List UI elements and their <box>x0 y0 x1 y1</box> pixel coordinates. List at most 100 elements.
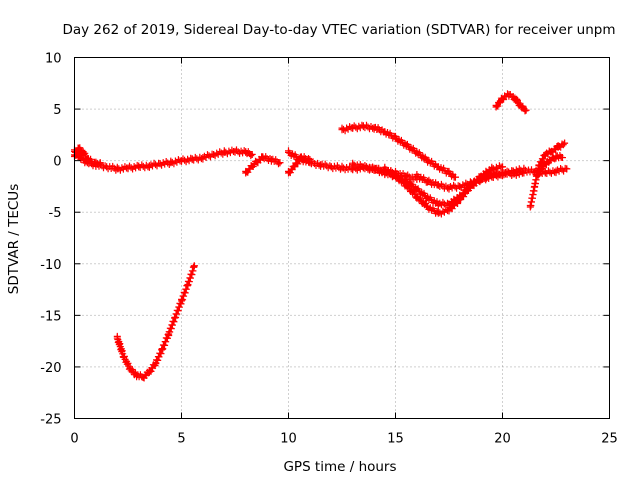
data-point <box>242 169 250 177</box>
series-arc-12 <box>526 139 569 211</box>
data-point <box>552 153 560 161</box>
data-point <box>413 172 421 180</box>
data-point <box>349 124 357 132</box>
data-point <box>231 147 239 155</box>
data-point <box>338 164 346 172</box>
data-point <box>210 150 218 158</box>
data-point <box>531 182 539 190</box>
data-point <box>413 148 421 156</box>
series-layer <box>71 90 571 382</box>
data-point <box>338 126 346 134</box>
data-point <box>285 169 292 177</box>
data-point <box>554 143 562 151</box>
series-arc-13 <box>533 152 566 180</box>
data-point <box>539 162 547 170</box>
data-point <box>370 165 378 173</box>
data-point <box>533 172 541 180</box>
data-point <box>103 163 111 171</box>
data-point <box>520 166 528 174</box>
data-point <box>349 161 357 169</box>
data-point <box>370 124 378 132</box>
data-point <box>135 163 143 171</box>
data-point <box>541 169 549 177</box>
data-point <box>518 103 526 111</box>
data-point <box>392 134 399 142</box>
data-point <box>477 175 485 183</box>
data-point <box>75 144 83 152</box>
data-point <box>259 154 267 162</box>
x-axis-label: GPS time / hours <box>283 459 396 475</box>
data-point <box>242 148 250 156</box>
data-point <box>165 330 173 338</box>
data-point <box>552 167 560 175</box>
x-tick-label: 5 <box>177 432 185 447</box>
data-point <box>434 163 442 171</box>
data-point <box>184 280 192 288</box>
data-point <box>220 148 228 156</box>
data-point <box>434 181 442 189</box>
data-point <box>145 368 153 376</box>
data-point <box>178 297 185 305</box>
data-point <box>445 200 453 208</box>
data-point <box>456 196 464 204</box>
data-point <box>445 206 453 214</box>
data-point <box>317 161 325 169</box>
series-arc-6 <box>285 153 314 177</box>
x-tick-label: 0 <box>70 432 78 447</box>
data-point <box>424 194 432 202</box>
data-point <box>466 179 474 187</box>
data-point <box>424 157 432 165</box>
data-point <box>434 209 442 217</box>
data-point <box>541 150 549 158</box>
data-point <box>359 123 367 131</box>
data-point <box>171 313 179 321</box>
x-tick-label: 10 <box>280 432 297 447</box>
data-point <box>306 156 314 164</box>
data-point <box>79 148 87 156</box>
series-arc-10 <box>413 164 571 193</box>
data-point <box>456 182 464 190</box>
data-point <box>96 159 104 167</box>
series-arc-7 <box>338 121 459 181</box>
data-point <box>558 154 566 162</box>
data-point <box>167 159 175 167</box>
series-arc-11 <box>492 90 530 115</box>
data-point <box>546 157 554 165</box>
data-point <box>505 91 513 99</box>
data-point <box>285 148 292 156</box>
data-point <box>83 155 91 163</box>
data-point <box>199 154 207 162</box>
data-point <box>124 164 132 172</box>
series-arc-1 <box>71 146 256 174</box>
x-tick-label: 20 <box>494 432 511 447</box>
y-tick-label: -5 <box>49 206 62 221</box>
data-point <box>513 98 521 106</box>
data-point <box>248 150 256 158</box>
data-point <box>488 165 496 173</box>
data-point <box>276 159 284 167</box>
x-tick-label: 25 <box>601 432 618 447</box>
data-point <box>445 183 453 191</box>
data-point <box>488 173 496 181</box>
data-point <box>178 157 185 165</box>
data-point <box>499 163 506 171</box>
data-point <box>445 169 453 177</box>
data-point <box>413 193 421 201</box>
data-point <box>434 200 442 208</box>
data-point <box>158 345 166 353</box>
series-arc-4 <box>113 262 198 382</box>
data-point <box>156 160 164 168</box>
data-point <box>88 158 96 166</box>
data-point <box>563 165 571 173</box>
y-tick-label: 0 <box>53 155 61 170</box>
data-point <box>359 163 367 171</box>
data-point <box>509 167 517 175</box>
x-tick-label: 15 <box>387 432 404 447</box>
y-tick-label: 5 <box>53 103 61 118</box>
data-point <box>424 203 432 211</box>
y-tick-label: 10 <box>45 52 62 67</box>
data-point <box>327 163 335 171</box>
y-tick-label: -25 <box>40 413 61 428</box>
data-point <box>190 262 198 270</box>
